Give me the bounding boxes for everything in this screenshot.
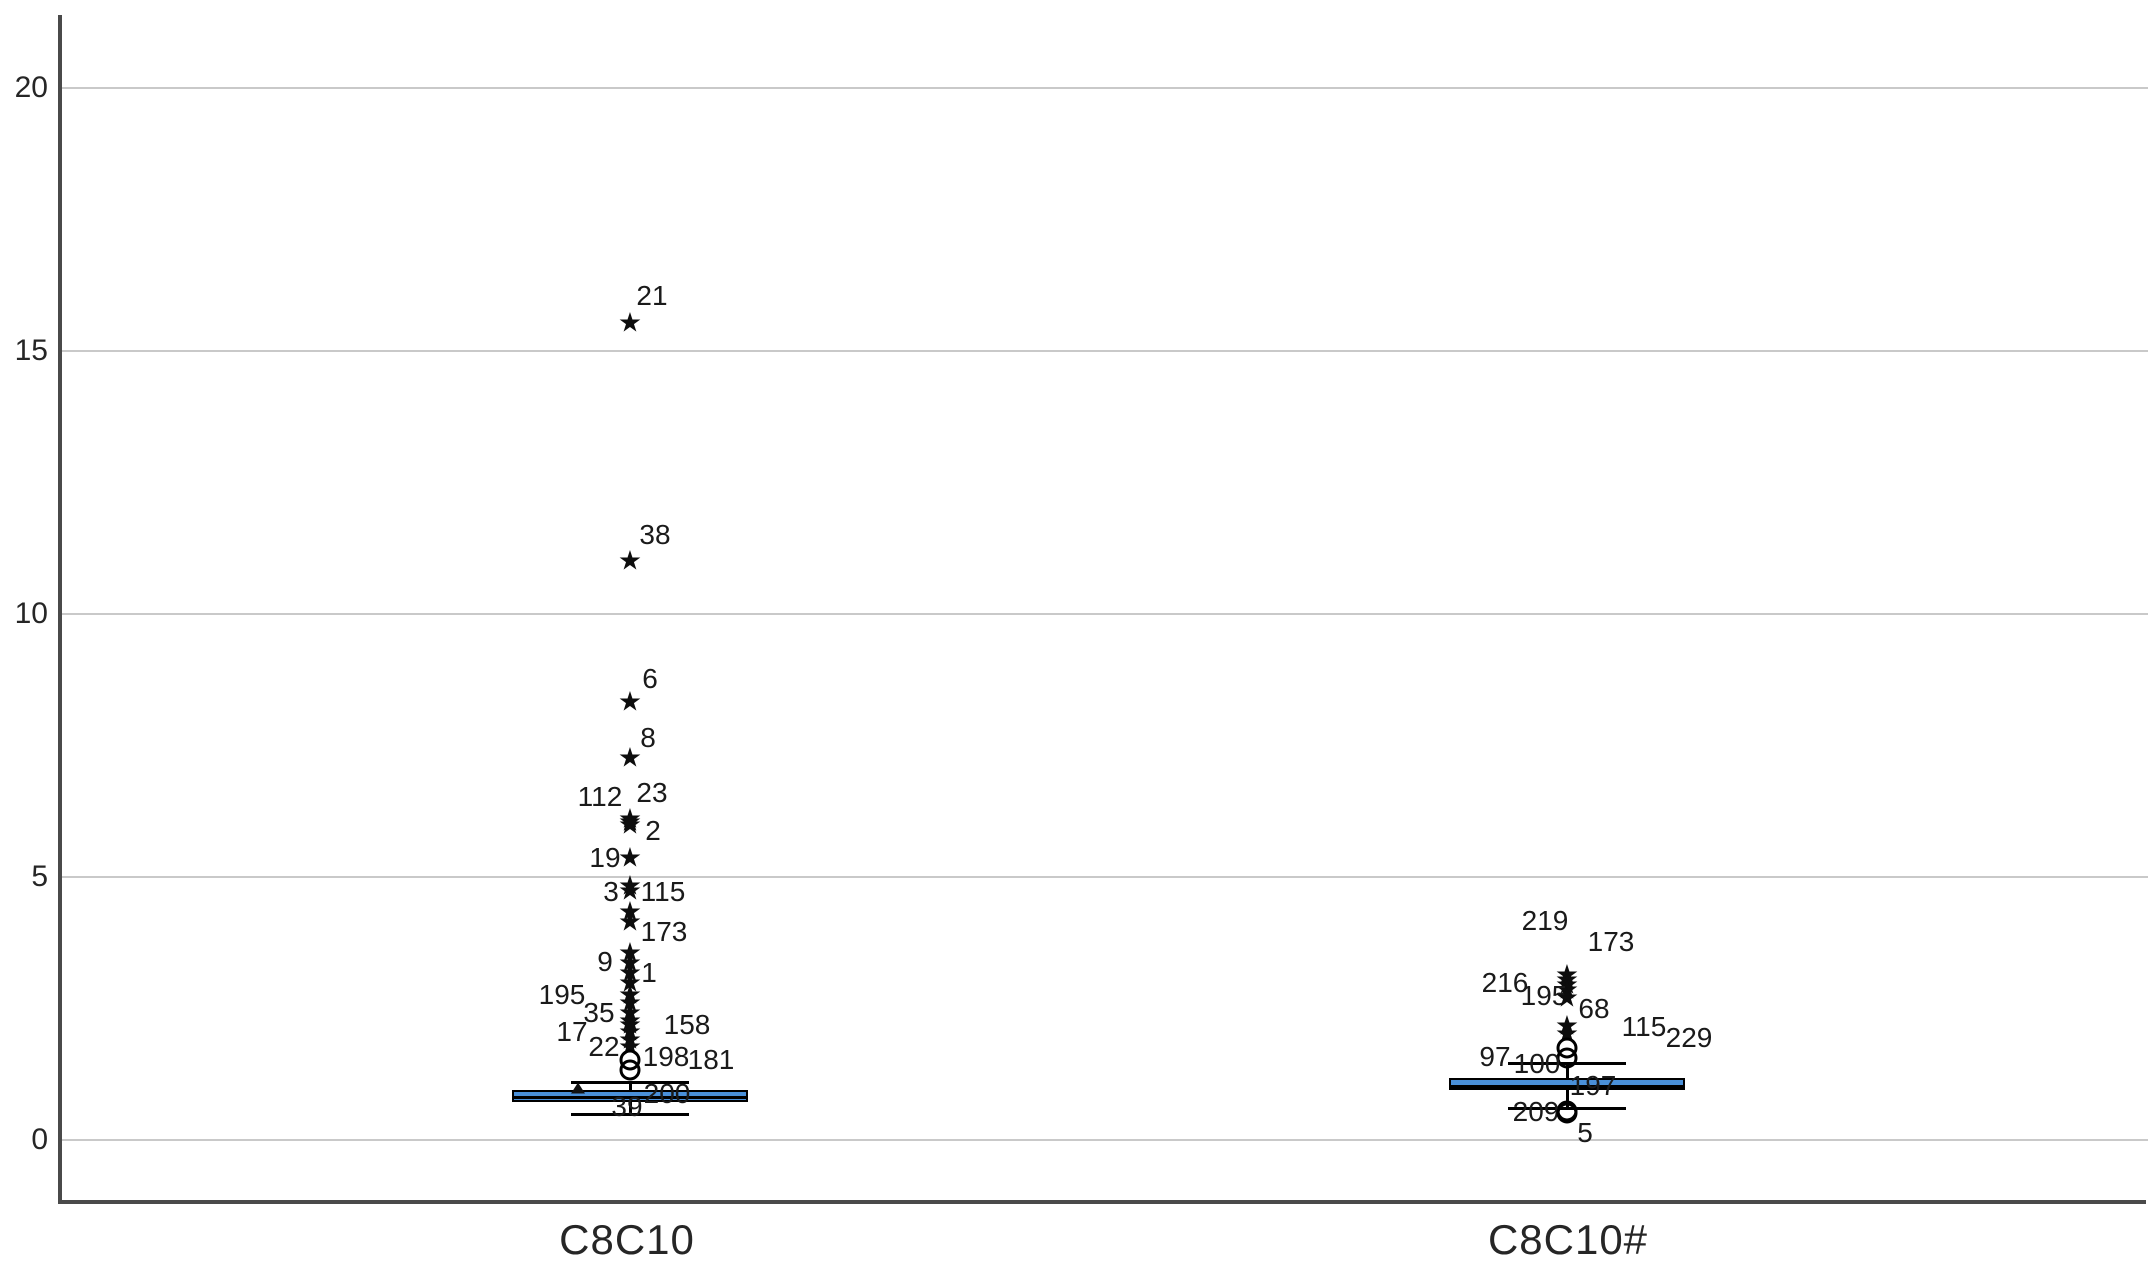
y-gridline [62, 350, 2148, 352]
circle-marker [1556, 1047, 1578, 1069]
x-category-label: C8C10# [1487, 1216, 1649, 1263]
case-label: 229 [1665, 1021, 1713, 1053]
case-label: 9 [597, 946, 613, 978]
case-label: 195 [1520, 980, 1568, 1012]
star-marker: ★ [617, 967, 643, 998]
star-marker: ★ [617, 545, 643, 576]
case-label: 158 [663, 1008, 711, 1040]
star-marker: ★ [617, 1009, 643, 1040]
case-label: 181 [687, 1044, 735, 1076]
case-label: 8 [640, 721, 656, 753]
triangle-marker [571, 1082, 585, 1094]
y-gridline [62, 613, 2148, 615]
case-label: 115 [640, 875, 686, 907]
star-marker: ★ [617, 806, 643, 837]
y-axis-line [58, 15, 62, 1202]
y-tick-label: 20 [14, 71, 48, 104]
case-label: 209 [1512, 1096, 1560, 1128]
star-marker: ★ [617, 307, 643, 338]
star-marker: ★ [617, 906, 643, 937]
upper-whisker-cap [571, 1081, 689, 1085]
star-marker: ★ [1554, 964, 1580, 995]
star-marker: ★ [1554, 1010, 1580, 1041]
star-marker: ★ [1554, 959, 1580, 990]
star-marker: ★ [617, 1016, 643, 1047]
y-tick-label: 5 [31, 860, 48, 893]
star-marker: ★ [617, 842, 643, 873]
case-label: 3 [603, 876, 619, 908]
case-label: 5 [1577, 1117, 1593, 1149]
star-marker: ★ [617, 1005, 643, 1036]
case-label: 19 [589, 842, 621, 874]
case-label: 1 [641, 957, 657, 989]
star-marker: ★ [617, 896, 643, 927]
star-marker: ★ [617, 742, 643, 773]
y-tick-label: 15 [14, 334, 48, 367]
case-label: 173 [1587, 925, 1635, 957]
upper-whisker-stem [1566, 1063, 1569, 1078]
star-marker: ★ [617, 686, 643, 717]
star-marker: ★ [617, 809, 643, 840]
y-tick-label: 0 [31, 1123, 48, 1156]
circle-marker [619, 1059, 641, 1081]
star-marker: ★ [617, 1024, 643, 1055]
star-marker: ★ [617, 987, 643, 1018]
iqr-box [1449, 1077, 1685, 1091]
y-tick-label: 10 [14, 597, 48, 630]
case-label: 39 [611, 1091, 643, 1123]
lower-whisker-cap [571, 1113, 689, 1117]
case-label: 23 [636, 777, 668, 809]
star-marker: ★ [1554, 969, 1580, 1000]
x-axis-line [58, 1200, 2146, 1204]
lower-whisker-stem [1566, 1090, 1569, 1108]
case-label: 112 [577, 781, 623, 813]
case-label: 173 [640, 916, 688, 948]
star-marker: ★ [617, 937, 643, 968]
y-gridline [62, 1139, 2148, 1141]
case-label: 97 [1479, 1040, 1511, 1072]
lower-whisker-stem [629, 1102, 632, 1115]
case-label: 2 [645, 815, 661, 847]
star-marker: ★ [617, 947, 643, 978]
star-marker: ★ [617, 870, 643, 901]
case-label: 17 [556, 1016, 588, 1048]
case-label: 195 [538, 978, 586, 1010]
case-label: 219 [1521, 904, 1569, 936]
case-label: 115 [1621, 1010, 1667, 1042]
star-marker: ★ [617, 957, 643, 988]
star-marker: ★ [617, 803, 643, 834]
circle-marker [1556, 1102, 1578, 1124]
case-label: 100 [1513, 1047, 1561, 1079]
star-marker: ★ [617, 997, 643, 1028]
case-label: 21 [636, 280, 668, 312]
star-marker: ★ [1554, 974, 1580, 1005]
y-gridline [62, 876, 2148, 878]
case-label: 22 [588, 1030, 620, 1062]
star-marker: ★ [617, 979, 643, 1010]
median-line [514, 1095, 746, 1099]
case-label: 216 [1481, 966, 1529, 998]
upper-whisker-stem [629, 1082, 632, 1090]
case-label: 38 [639, 519, 671, 551]
star-marker: ★ [617, 875, 643, 906]
case-label: 35 [583, 996, 615, 1028]
y-gridline [62, 87, 2148, 89]
case-label: 6 [642, 663, 658, 695]
case-label: 200 [643, 1078, 691, 1110]
median-line [1451, 1085, 1683, 1089]
star-marker: ★ [1554, 982, 1580, 1013]
case-label: 197 [1569, 1069, 1617, 1101]
x-category-label: C8C10 [559, 1216, 695, 1263]
case-label: 198 [642, 1041, 690, 1073]
case-label: 68 [1578, 992, 1610, 1024]
